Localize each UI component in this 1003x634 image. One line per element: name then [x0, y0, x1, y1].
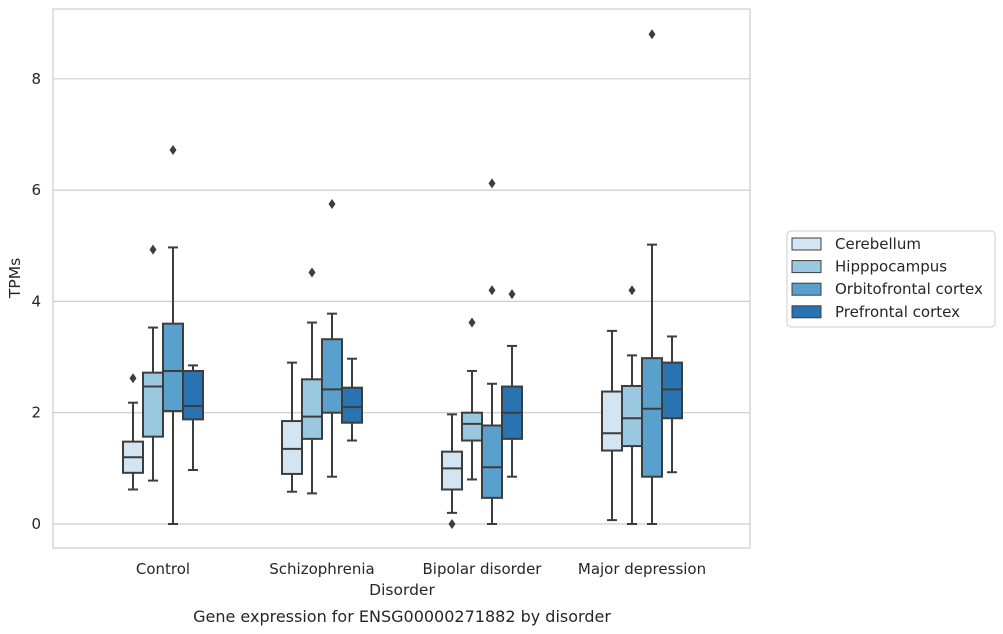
box-body: [142, 371, 164, 438]
box-cerebellum: [441, 413, 463, 529]
box-cerebellum: [281, 361, 303, 493]
plot-area-frame: [52, 8, 751, 549]
outlier-point: [488, 285, 496, 296]
box-body: [341, 386, 363, 424]
box-prefrontal-cortex: [341, 357, 363, 442]
outlier-point: [169, 145, 177, 156]
box-body: [641, 357, 663, 478]
y-tick-label: 8: [31, 70, 41, 88]
x-tick-label: Schizophrenia: [269, 560, 374, 578]
legend-swatch: [791, 237, 822, 251]
box-body: [441, 450, 463, 491]
box-orbitofrontal-cortex: [481, 178, 503, 525]
legend: Cerebellum Hipppocampus Orbitofrontal cort…: [786, 230, 996, 328]
box-cerebellum: [122, 373, 144, 491]
legend-swatch: [791, 282, 822, 296]
box-body: [481, 424, 503, 499]
x-axis-ticks: Control Schizophrenia Bipolar disorder Majo…: [136, 560, 706, 578]
box-body: [182, 369, 204, 421]
outlier-point: [468, 317, 476, 328]
outlier-point: [129, 373, 137, 384]
box-cerebellum: [601, 329, 623, 522]
legend-label: Hipppocampus: [835, 258, 947, 276]
y-tick-label: 4: [31, 292, 41, 310]
legend-label: Orbitofrontal cortex: [835, 280, 983, 298]
x-tick-label: Major depression: [578, 560, 706, 578]
y-axis-ticks: 0 2 4 6 8: [31, 70, 41, 533]
outlier-point: [648, 29, 656, 40]
y-tick-label: 2: [31, 404, 41, 422]
x-tick-label: Bipolar disorder: [423, 560, 543, 578]
box-prefrontal-cortex: [182, 364, 204, 472]
legend-label: Prefrontal cortex: [835, 303, 960, 321]
x-tick-label: Control: [136, 560, 190, 578]
legend-frame: [786, 230, 996, 328]
box-orbitofrontal-cortex: [321, 199, 343, 478]
x-axis-label: Disorder: [369, 581, 435, 599]
box-body: [661, 361, 683, 420]
y-tick-label: 6: [31, 181, 41, 199]
chart-caption: Gene expression for ENSG00000271882 by d…: [193, 607, 611, 626]
outlier-point: [308, 267, 316, 278]
box-orbitofrontal-cortex: [162, 145, 184, 525]
box-body: [601, 390, 623, 452]
box-body: [321, 338, 343, 414]
box-hipppocampus: [301, 267, 323, 495]
box-body: [281, 420, 303, 475]
outlier-point: [328, 199, 336, 210]
legend-swatch: [791, 260, 822, 274]
box-series: [122, 29, 683, 529]
box-hipppocampus: [142, 244, 164, 482]
outlier-point: [488, 178, 496, 189]
box-prefrontal-cortex: [501, 289, 523, 478]
legend-swatch: [791, 305, 822, 319]
box-hipppocampus: [621, 285, 643, 525]
y-tick-label: 0: [31, 515, 41, 533]
outlier-point: [628, 285, 636, 296]
box-orbitofrontal-cortex: [641, 29, 663, 525]
box-body: [461, 411, 483, 442]
outlier-point: [508, 289, 516, 300]
box-body: [162, 322, 184, 413]
outlier-point: [448, 519, 456, 529]
box-prefrontal-cortex: [661, 335, 683, 474]
box-body: [621, 384, 643, 448]
y-axis-label: TPMs: [6, 258, 24, 299]
legend-label: Cerebellum: [835, 235, 921, 253]
box-body: [301, 378, 323, 440]
box-hipppocampus: [461, 317, 483, 481]
outlier-point: [149, 244, 157, 255]
